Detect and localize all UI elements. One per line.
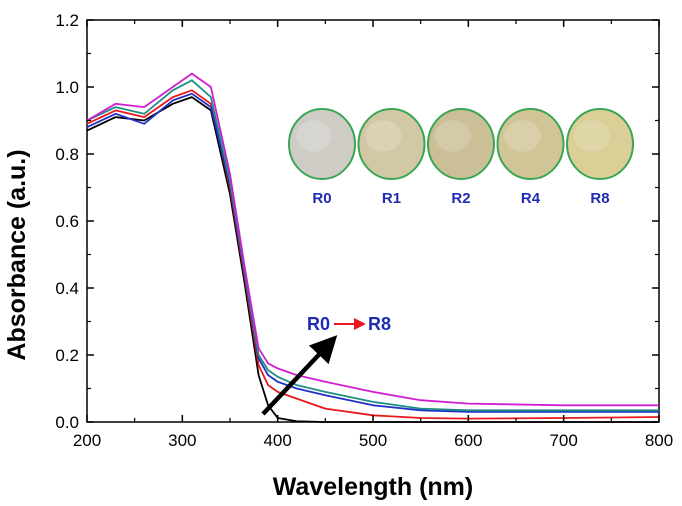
trend-arrow [261,335,338,416]
y-tick-label: 0.2 [55,346,79,365]
sample-images-inset: R0 R1 R2 R4 R8 [288,108,634,207]
x-tick-label: 800 [645,431,673,450]
x-tick-label: 600 [454,431,482,450]
trend-annotation: R0 R8 [261,314,391,416]
y-tick-label: 0.8 [55,145,79,164]
series-line-3 [86,79,659,412]
y-tick-label: 0.6 [55,212,79,231]
series-line-1 [86,89,660,420]
y-tick-label: 1.2 [55,11,79,30]
sample-photo-r0 [288,108,356,180]
sample-photo-r4 [496,108,565,180]
sample-photo-sheen [504,120,541,152]
sample-photo-sheen [573,120,611,152]
x-tick-label: 700 [549,431,577,450]
sample-label-r0: R0 [312,190,331,207]
sample-label-r2: R2 [451,190,470,207]
series-line-2 [86,92,659,413]
plot-area [86,19,660,423]
sample-photo-sheen [434,120,472,152]
y-tick-label: 0.4 [55,279,79,298]
sample-photo-r8 [566,108,634,180]
sample-label-r4: R4 [521,190,541,207]
sample-photo-r2 [427,108,495,180]
arrow-label-from: R0 [307,314,330,334]
sample-photo-r1 [357,108,426,180]
y-tick-label: 0.0 [55,413,79,432]
series-line-4 [86,72,659,407]
series-line-0 [86,96,659,423]
x-axis-title: Wavelength (nm) [273,473,473,501]
sample-photo-sheen [295,120,333,152]
x-tick-label: 300 [168,431,196,450]
arrow-label-to: R8 [368,314,391,334]
axes-layer: 200 300 400 500 600 700 800 0.0 0.2 0.4 0.6 0.8 1.0 1… [55,11,673,450]
x-tick-label: 500 [359,431,387,450]
x-tick-label: 200 [73,431,101,450]
x-tick-label: 400 [263,431,291,450]
sample-photo-sheen [365,120,402,152]
y-axis-title: Absorbance (a.u.) [3,149,31,360]
sample-label-r8: R8 [590,190,609,207]
plot-frame [86,19,660,423]
sample-label-r1: R1 [382,190,401,207]
y-tick-label: 1.0 [55,78,79,97]
series-layer [86,72,660,423]
